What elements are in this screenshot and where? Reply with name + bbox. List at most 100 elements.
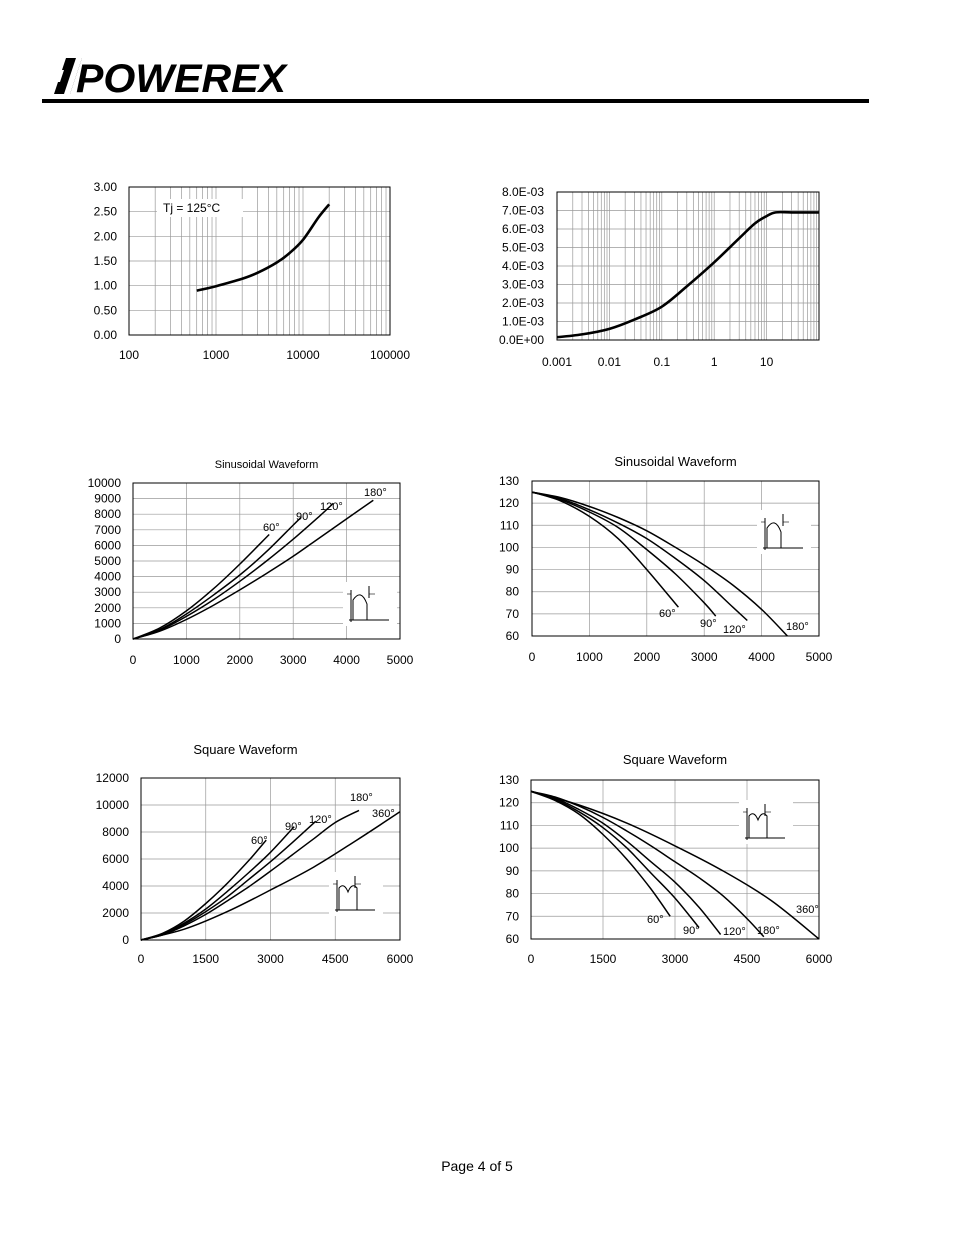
chart-5: Square Waveform 0 2000 4000 6000 8000 10000 120… <box>96 742 414 966</box>
series-label: 120° <box>320 501 343 513</box>
series-label: 90° <box>296 511 313 523</box>
powerex-logo: POWEREX <box>54 57 288 101</box>
y-tick-label: 10000 <box>96 798 130 812</box>
series-line <box>530 790 820 940</box>
chart-3: Sinusoidal Waveform010002000300040005000… <box>88 459 414 667</box>
series-line <box>140 811 401 941</box>
series-label: 180° <box>757 925 780 937</box>
series-label: 180° <box>364 487 387 499</box>
y-tick-label: 60 <box>506 629 520 643</box>
series-line <box>556 210 819 339</box>
y-tick-label: 80 <box>506 887 520 901</box>
header-rule <box>42 99 869 103</box>
series-label: 360° <box>372 808 395 820</box>
y-tick-label: 3.00 <box>94 180 118 194</box>
y-tick-label: 5000 <box>94 554 121 568</box>
series-line <box>531 491 788 637</box>
y-tick-label: 0 <box>114 632 121 646</box>
annotation-text: Tj = 125°C <box>163 201 220 215</box>
y-tick-label: 120 <box>499 496 519 510</box>
x-tick-label: 10000 <box>286 348 320 362</box>
y-tick-label: 90 <box>506 563 520 577</box>
y-tick-label: 110 <box>500 818 519 832</box>
x-tick-label: 1500 <box>192 952 219 966</box>
series-label: 360° <box>796 904 819 916</box>
series-label: 120° <box>723 624 746 636</box>
waveform-inset-icon <box>761 514 803 550</box>
y-tick-label: 2000 <box>94 601 121 615</box>
x-tick-label: 0 <box>528 952 535 966</box>
y-tick-label: 8.0E-03 <box>502 185 544 199</box>
chart-5-frame <box>140 777 401 941</box>
x-tick-label: 0.001 <box>542 355 572 369</box>
y-tick-label: 3000 <box>94 585 121 599</box>
y-tick-label: 6000 <box>102 852 129 866</box>
series-line <box>140 809 360 941</box>
x-tick-label: 6000 <box>387 952 414 966</box>
series-line <box>132 516 302 640</box>
x-tick-label: 1 <box>711 355 718 369</box>
series-line <box>531 491 717 617</box>
waveform-inset-icon <box>743 804 785 840</box>
x-tick-label: 100 <box>119 348 139 362</box>
y-tick-label: 100 <box>499 540 519 554</box>
series-line <box>196 203 331 292</box>
y-tick-label: 2.00 <box>94 229 118 243</box>
chart-3-frame <box>132 482 401 640</box>
chart-4: Sinusoidal Waveform 60 70 80 90 100 110 120 130 0… <box>499 454 833 664</box>
series-line <box>132 533 270 640</box>
x-tick-label: 3000 <box>280 653 307 667</box>
logo-speed-stripes <box>54 58 82 94</box>
series-label: 90° <box>285 821 302 833</box>
chart-2: 0.0E+00 1.0E-03 2.0E-03 3.0E-03 4.0E-03 5.0E-… <box>499 185 820 369</box>
y-tick-label: 4000 <box>102 879 129 893</box>
y-tick-label: 1000 <box>94 616 121 630</box>
y-tick-label: 70 <box>506 607 520 621</box>
y-tick-label: 0.50 <box>94 303 118 317</box>
y-tick-label: 7000 <box>94 523 121 537</box>
x-tick-label: 1500 <box>590 952 617 966</box>
series-label: 90° <box>700 618 717 630</box>
y-tick-label: 90 <box>506 864 520 878</box>
y-tick-label: 2000 <box>102 906 129 920</box>
y-tick-label: 110 <box>500 518 519 532</box>
x-tick-label: 3000 <box>257 952 284 966</box>
chart-4-frame <box>531 480 820 637</box>
y-tick-label: 7.0E-03 <box>502 204 544 218</box>
x-tick-label: 4500 <box>734 952 761 966</box>
y-tick-label: 9000 <box>94 492 121 506</box>
x-tick-label: 6000 <box>806 952 833 966</box>
y-tick-label: 12000 <box>96 771 130 785</box>
x-tick-label: 0 <box>138 952 145 966</box>
chart-6-frame <box>530 779 820 940</box>
series-label: 120° <box>723 926 746 938</box>
x-tick-label: 2000 <box>633 650 660 664</box>
x-tick-label: 0.01 <box>598 355 622 369</box>
waveform-inset-background <box>329 872 383 916</box>
waveform-inset-background <box>739 800 793 844</box>
y-tick-label: 0 <box>122 933 129 947</box>
y-tick-label: 80 <box>506 585 520 599</box>
annotation-background <box>157 199 243 217</box>
series-line <box>530 790 700 929</box>
y-tick-label: 130 <box>499 773 519 787</box>
chart-2-frame <box>556 191 820 341</box>
y-tick-label: 130 <box>499 474 519 488</box>
series-label: 60° <box>263 522 280 534</box>
x-tick-label: 0 <box>130 653 137 667</box>
series-label: 90° <box>683 925 700 937</box>
x-tick-label: 4000 <box>333 653 360 667</box>
y-tick-label: 8000 <box>94 507 121 521</box>
page-number: Page 4 of 5 <box>441 1158 513 1174</box>
y-tick-label: 4.0E-03 <box>502 259 544 273</box>
x-tick-label: 5000 <box>806 650 833 664</box>
chart-1: 0.00 0.50 1.00 1.50 2.00 2.50 3.00 100 1000 10000… <box>94 180 411 362</box>
series-label: 60° <box>647 914 664 926</box>
waveform-inset-background <box>757 510 811 554</box>
y-tick-label: 8000 <box>102 825 129 839</box>
x-tick-label: 4000 <box>748 650 775 664</box>
series-label: 120° <box>309 814 332 826</box>
chart-1-frame <box>128 186 391 336</box>
x-tick-label: 4500 <box>322 952 349 966</box>
